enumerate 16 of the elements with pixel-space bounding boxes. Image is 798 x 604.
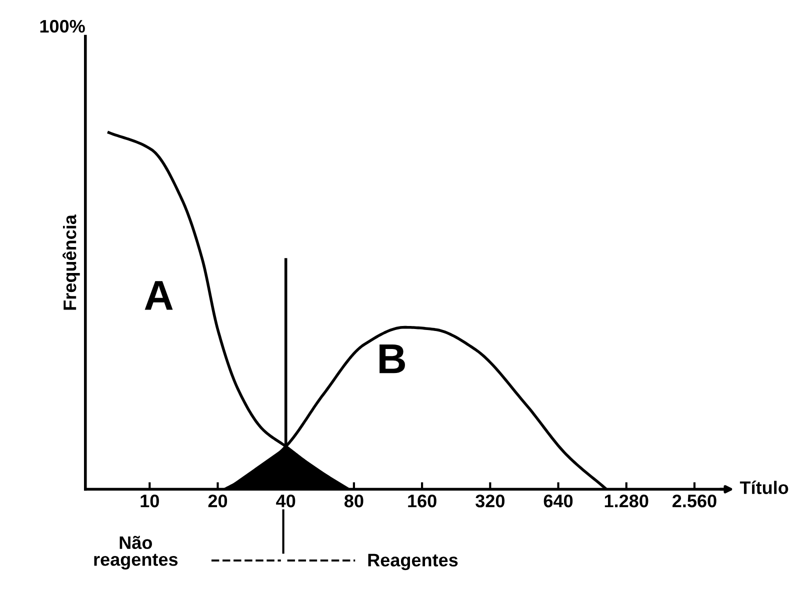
annotation: B bbox=[380, 344, 405, 374]
x-tick-label: 80 bbox=[344, 494, 364, 508]
x-tick-label: 160 bbox=[408, 494, 436, 508]
x-tick-label: 20 bbox=[208, 494, 228, 508]
x-tick-label: 2.560 bbox=[672, 494, 716, 508]
x-tick-label: 10 bbox=[140, 494, 159, 508]
text: Reagentes bbox=[368, 554, 458, 570]
x-tick-label: 40 bbox=[276, 494, 296, 508]
text: Não reagentes bbox=[94, 536, 178, 570]
x-tick-label: 640 bbox=[544, 494, 573, 508]
text: 100% bbox=[40, 20, 85, 33]
x-tick-label: 1.280 bbox=[604, 494, 648, 508]
x-axis-title: Título bbox=[740, 480, 788, 494]
annotation: A bbox=[144, 281, 173, 310]
y-axis-title: Frequência bbox=[62, 214, 80, 310]
x-tick-label: 320 bbox=[476, 494, 504, 508]
